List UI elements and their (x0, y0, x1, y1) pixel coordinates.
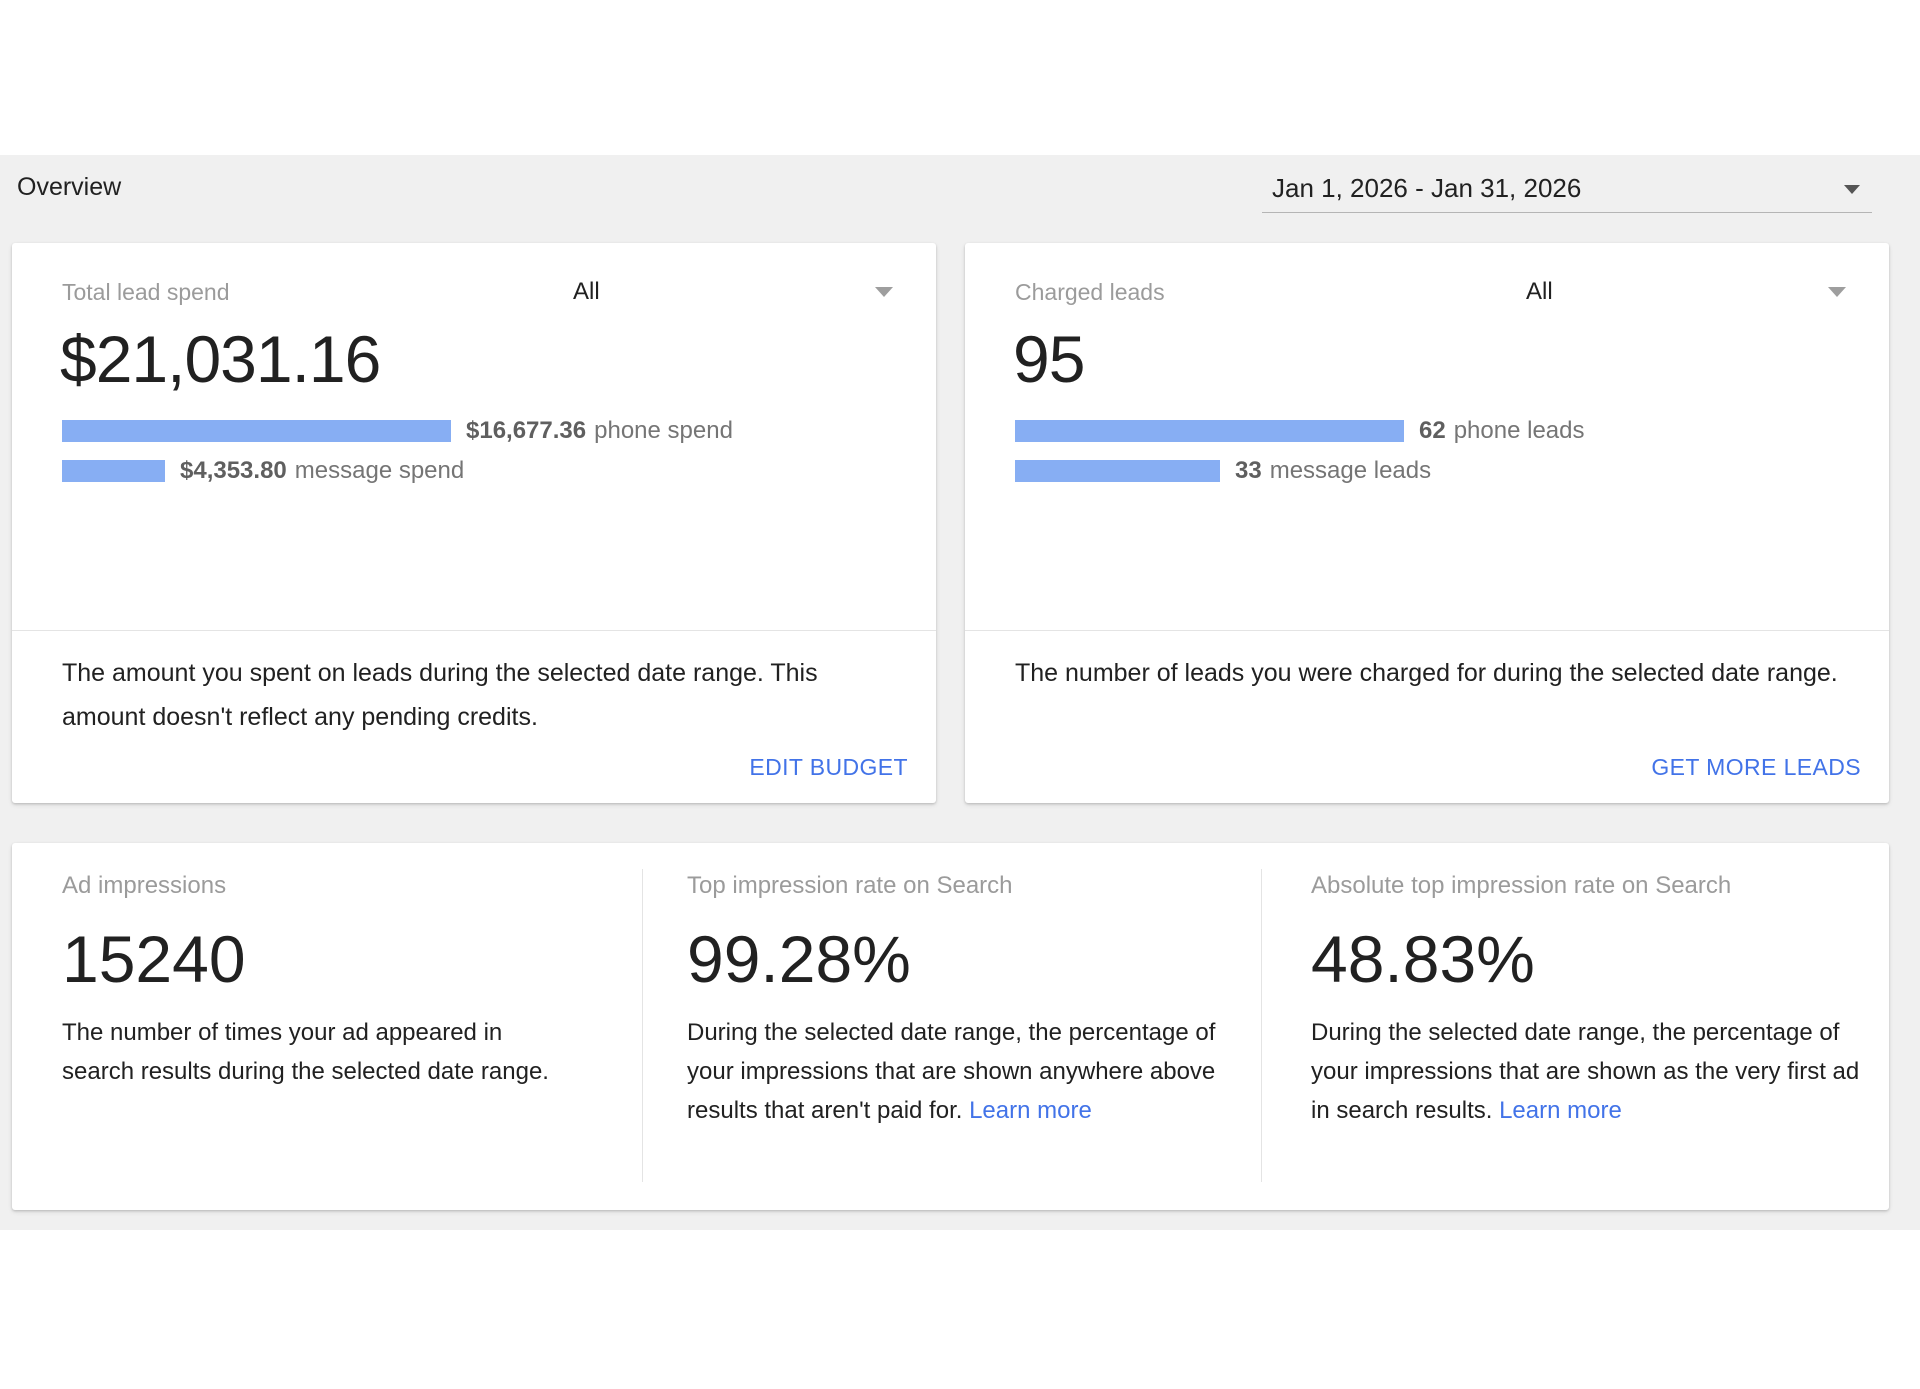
charged-leads-card: Charged leads All 95 62 phone leads 33 mes… (965, 243, 1889, 803)
divider (642, 869, 643, 1182)
message-spend-row: $4,353.80 message spend (62, 457, 733, 485)
message-spend-bar (62, 460, 165, 482)
card-title-total-lead-spend: Total lead spend (62, 279, 230, 305)
message-leads-count: 33 (1235, 457, 1262, 484)
stat-description: The number of times your ad appeared in … (62, 1013, 577, 1091)
lead-type-filter[interactable]: All (1526, 278, 1553, 305)
phone-leads-row: 62 phone leads (1015, 417, 1584, 445)
phone-spend-label: $16,677.36 phone spend (466, 417, 733, 445)
page-title: Overview (17, 173, 122, 201)
chevron-down-icon[interactable] (1828, 287, 1846, 297)
total-lead-spend-value: $21,031.16 (60, 322, 381, 396)
phone-leads-unit: phone leads (1453, 417, 1585, 444)
top-impression-rate-stat: Top impression rate on Search 99.28% Dur… (687, 843, 1242, 1210)
ad-impressions-value: 15240 (62, 922, 246, 996)
stat-title: Ad impressions (62, 872, 227, 899)
card-title-charged-leads: Charged leads (1015, 279, 1165, 305)
learn-more-link[interactable]: Learn more (1499, 1097, 1622, 1124)
absolute-top-impression-rate-value: 48.83% (1311, 922, 1535, 996)
message-leads-unit: message leads (1269, 457, 1432, 484)
stat-title: Top impression rate on Search (687, 872, 1013, 899)
phone-spend-bar (62, 420, 451, 442)
phone-spend-amount: $16,677.36 (466, 417, 587, 444)
stat-description: During the selected date range, the perc… (1311, 1013, 1871, 1130)
charged-leads-value: 95 (1013, 322, 1085, 396)
message-leads-row: 33 message leads (1015, 457, 1584, 485)
message-leads-label: 33 message leads (1235, 457, 1431, 485)
message-spend-unit: message spend (294, 457, 465, 484)
divider (965, 630, 1889, 631)
stat-title: Absolute top impression rate on Search (1311, 872, 1732, 899)
phone-leads-count: 62 (1419, 417, 1446, 444)
absolute-top-impression-rate-stat: Absolute top impression rate on Search 4… (1311, 843, 1871, 1210)
stat-description: During the selected date range, the perc… (687, 1013, 1242, 1130)
divider (1261, 869, 1262, 1182)
lead-type-filter[interactable]: All (573, 278, 600, 305)
message-spend-label: $4,353.80 message spend (180, 457, 464, 485)
phone-leads-label: 62 phone leads (1419, 417, 1584, 445)
stat-description-text: During the selected date range, the perc… (687, 1019, 1216, 1124)
chevron-down-icon[interactable] (875, 287, 893, 297)
message-leads-bar (1015, 460, 1220, 482)
leads-breakdown-bars: 62 phone leads 33 message leads (1015, 417, 1584, 485)
spend-breakdown-bars: $16,677.36 phone spend $4,353.80 message s… (62, 417, 733, 485)
card-description: The number of leads you were charged for… (1015, 659, 1838, 687)
stat-description-text: During the selected date range, the perc… (1311, 1019, 1860, 1124)
date-range-picker[interactable]: Jan 1, 2026 - Jan 31, 2026 (1262, 164, 1872, 213)
phone-spend-row: $16,677.36 phone spend (62, 417, 733, 445)
get-more-leads-button[interactable]: GET MORE LEADS (1651, 754, 1861, 780)
phone-spend-unit: phone spend (594, 417, 733, 444)
date-range-value: Jan 1, 2026 - Jan 31, 2026 (1272, 173, 1582, 203)
message-spend-amount: $4,353.80 (180, 457, 287, 484)
edit-budget-button[interactable]: EDIT BUDGET (749, 754, 908, 780)
dropdown-arrow-icon (1844, 185, 1860, 194)
divider (12, 630, 936, 631)
ad-impressions-stat: Ad impressions 15240 The number of times… (62, 843, 577, 1210)
impressions-stats-card: Ad impressions 15240 The number of times… (12, 843, 1889, 1210)
stat-description-text: The number of times your ad appeared in … (62, 1019, 549, 1085)
card-description: The amount you spent on leads during the… (62, 659, 818, 731)
learn-more-link[interactable]: Learn more (969, 1097, 1092, 1124)
phone-leads-bar (1015, 420, 1404, 442)
total-lead-spend-card: Total lead spend All $21,031.16 $16,677.… (12, 243, 936, 803)
top-impression-rate-value: 99.28% (687, 922, 911, 996)
